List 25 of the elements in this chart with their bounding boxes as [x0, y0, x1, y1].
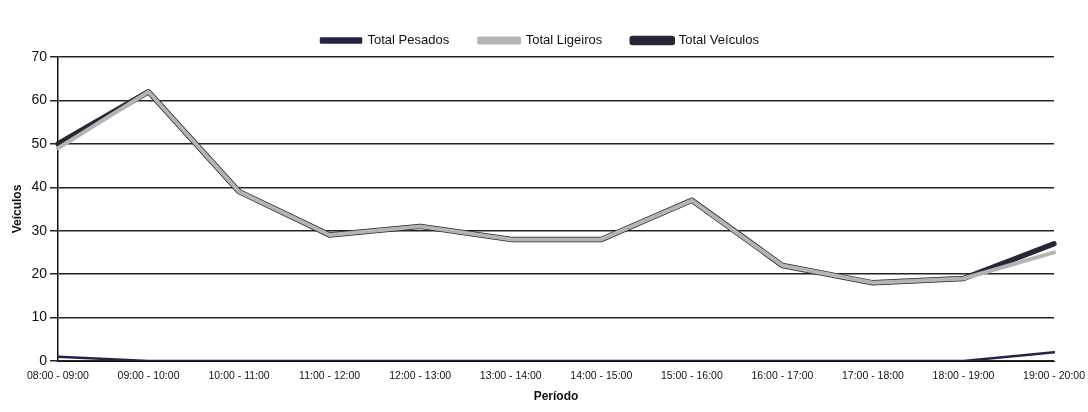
- x-tick-label: 19:00 - 20:00: [1023, 369, 1086, 382]
- x-tick-label: 09:00 - 10:00: [117, 369, 180, 382]
- x-tick-label: 13:00 - 14:00: [479, 369, 542, 382]
- y-tick-label: 60: [31, 91, 48, 108]
- y-tick-label: 10: [31, 308, 48, 325]
- y-tick-label: 20: [31, 265, 48, 281]
- y-tick-label: 70: [31, 47, 48, 64]
- x-tick-label: 11:00 - 12:00: [299, 369, 361, 382]
- x-tick-label: 17:00 - 18:00: [842, 369, 905, 382]
- y-tick-label: 50: [31, 134, 48, 151]
- y-tick-label: 30: [31, 221, 48, 238]
- legend-label: Total Veículos: [678, 32, 760, 48]
- x-tick-label: 15:00 - 16:00: [660, 369, 723, 382]
- y-tick-label: 0: [39, 351, 48, 368]
- x-tick-label: 12:00 - 13:00: [389, 369, 452, 382]
- x-tick-label: 18:00 - 19:00: [932, 369, 995, 382]
- x-axis-title: Período: [533, 389, 579, 404]
- x-tick-label: 10:00 - 11:00: [208, 369, 270, 382]
- legend-label: Total Pesados: [367, 32, 450, 48]
- x-tick-label: 16:00 - 17:00: [751, 369, 814, 382]
- y-tick-label: 40: [31, 178, 48, 195]
- x-tick-label: 08:00 - 09:00: [27, 369, 90, 382]
- legend-label: Total Ligeiros: [525, 32, 603, 48]
- x-tick-label: 14:00 - 15:00: [570, 369, 633, 382]
- y-axis-title: Veículos: [9, 184, 24, 234]
